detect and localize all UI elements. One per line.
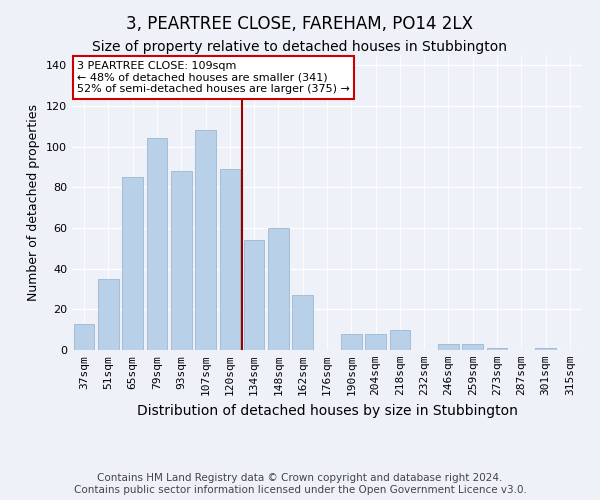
Bar xyxy=(268,228,289,350)
Bar xyxy=(365,334,386,350)
Bar xyxy=(535,348,556,350)
Bar xyxy=(74,324,94,350)
X-axis label: Distribution of detached houses by size in Stubbington: Distribution of detached houses by size … xyxy=(137,404,517,417)
Bar xyxy=(389,330,410,350)
Bar xyxy=(146,138,167,350)
Text: Contains HM Land Registry data © Crown copyright and database right 2024.
Contai: Contains HM Land Registry data © Crown c… xyxy=(74,474,526,495)
Bar xyxy=(98,279,119,350)
Bar xyxy=(244,240,265,350)
Text: Size of property relative to detached houses in Stubbington: Size of property relative to detached ho… xyxy=(92,40,508,54)
Text: 3, PEARTREE CLOSE, FAREHAM, PO14 2LX: 3, PEARTREE CLOSE, FAREHAM, PO14 2LX xyxy=(127,15,473,33)
Bar xyxy=(438,344,459,350)
Bar xyxy=(122,177,143,350)
Y-axis label: Number of detached properties: Number of detached properties xyxy=(28,104,40,301)
Bar xyxy=(487,348,508,350)
Bar xyxy=(341,334,362,350)
Bar xyxy=(171,171,191,350)
Bar xyxy=(195,130,216,350)
Bar xyxy=(463,344,483,350)
Bar xyxy=(220,169,240,350)
Text: 3 PEARTREE CLOSE: 109sqm
← 48% of detached houses are smaller (341)
52% of semi-: 3 PEARTREE CLOSE: 109sqm ← 48% of detach… xyxy=(77,61,350,94)
Bar xyxy=(292,295,313,350)
